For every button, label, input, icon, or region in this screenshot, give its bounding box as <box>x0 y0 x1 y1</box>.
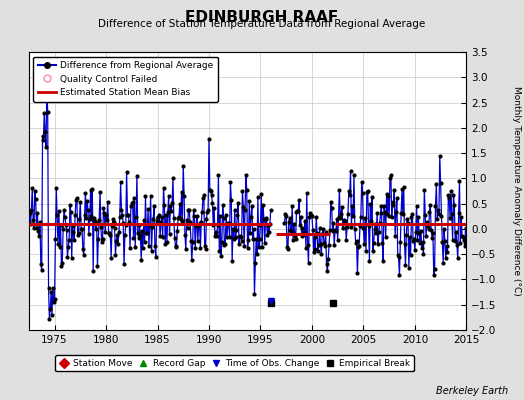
Text: Berkeley Earth: Berkeley Earth <box>436 386 508 396</box>
Legend: Station Move, Record Gap, Time of Obs. Change, Empirical Break: Station Move, Record Gap, Time of Obs. C… <box>55 355 414 371</box>
Text: Monthly Temperature Anomaly Difference (°C): Monthly Temperature Anomaly Difference (… <box>512 86 521 296</box>
Text: EDINBURGH RAAF: EDINBURGH RAAF <box>185 10 339 25</box>
Text: Difference of Station Temperature Data from Regional Average: Difference of Station Temperature Data f… <box>99 19 425 29</box>
